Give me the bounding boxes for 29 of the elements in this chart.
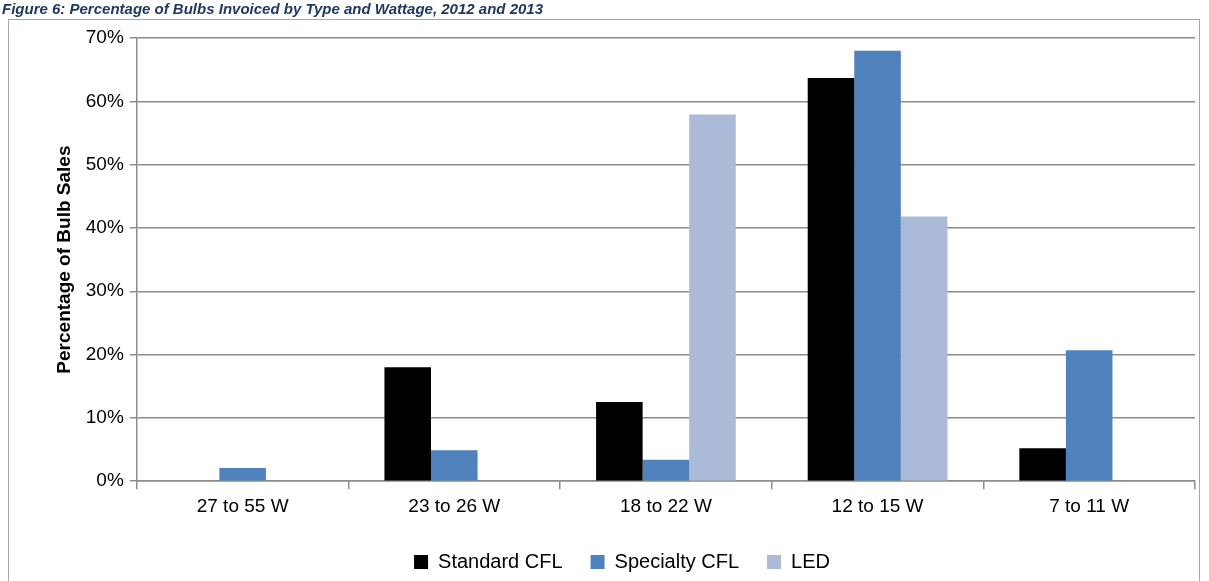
y-axis-title: Percentage of Bulb Sales xyxy=(52,145,74,374)
legend-label: Specialty CFL xyxy=(614,549,740,572)
x-tick-label: 7 to 11 W xyxy=(1049,494,1130,516)
bar xyxy=(384,367,431,481)
bar xyxy=(854,50,901,481)
x-tick-label: 23 to 26 W xyxy=(408,494,501,516)
bar xyxy=(642,459,690,481)
bar xyxy=(807,77,855,481)
bar xyxy=(596,402,643,481)
y-tick-label: 30% xyxy=(85,279,124,301)
y-tick-label: 60% xyxy=(85,89,124,111)
y-tick-label: 70% xyxy=(85,26,124,48)
chart-title: Figure 6: Percentage of Bulbs Invoiced by Type and Wattage, 2012 and 2013 xyxy=(2,0,543,18)
bar xyxy=(1019,448,1066,481)
y-tick-label: 20% xyxy=(85,342,124,364)
legend-label: Standard CFL xyxy=(438,549,563,572)
y-tick-label: 0% xyxy=(96,469,124,491)
bar xyxy=(900,216,948,481)
x-tick-label: 18 to 22 W xyxy=(619,494,712,516)
legend-label: LED xyxy=(791,549,830,572)
bar xyxy=(431,450,478,481)
bar xyxy=(1065,350,1113,481)
x-tick-label: 12 to 15 W xyxy=(831,494,924,516)
y-tick-label: 50% xyxy=(85,152,124,174)
bar xyxy=(689,114,736,481)
y-tick-label: 10% xyxy=(85,406,124,428)
bar xyxy=(219,467,266,481)
x-tick-label: 27 to 55 W xyxy=(196,494,289,516)
y-tick-label: 40% xyxy=(85,216,124,238)
